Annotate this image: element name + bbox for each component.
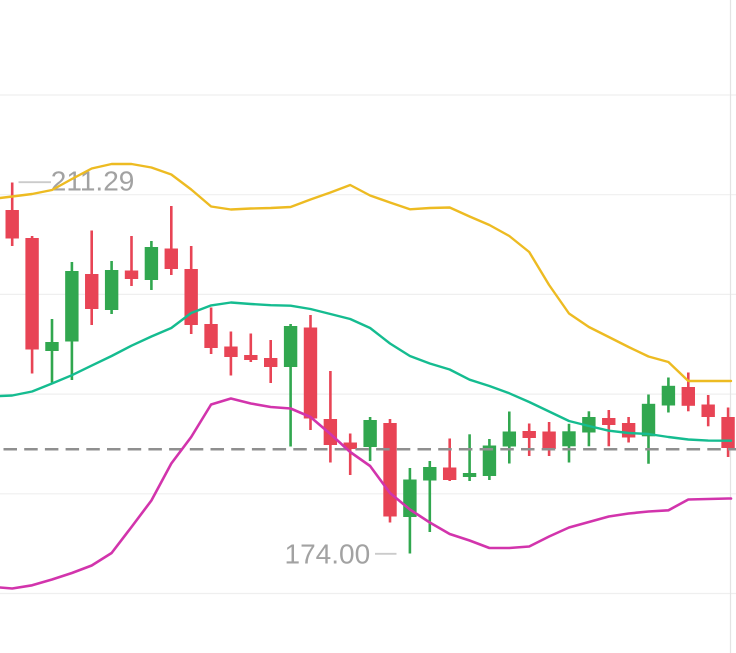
- svg-text:174.00: 174.00: [285, 539, 371, 570]
- svg-text:211.29: 211.29: [51, 166, 135, 197]
